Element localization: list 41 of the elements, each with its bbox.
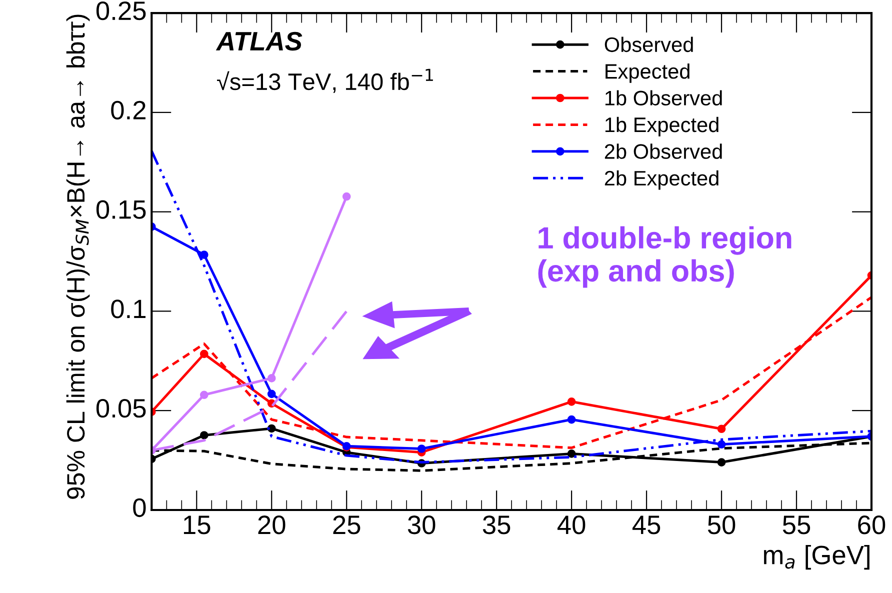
x-tick-label: 20 <box>258 516 286 534</box>
annotation: ATLAS <box>216 32 302 51</box>
legend-label: Expected <box>606 63 690 83</box>
point <box>200 431 208 440</box>
point <box>717 424 726 434</box>
x-axis-title: m$_{a}$ [GeV] <box>764 544 870 570</box>
legend-label: 2b Expected <box>604 170 718 190</box>
point <box>417 444 426 453</box>
x-tick-label: 30 <box>408 516 436 534</box>
x-tick-label: 50 <box>708 516 736 534</box>
point <box>200 250 208 259</box>
point <box>200 350 208 358</box>
x-tick-label: 55 <box>782 516 810 534</box>
legend-label: 2b Observed <box>604 144 722 159</box>
annotation: √s=13 TeV, 140 fb$^{−1}$ <box>217 68 433 93</box>
point <box>717 458 726 466</box>
x-tick-label: 15 <box>184 516 210 534</box>
x-tick-label: 25 <box>333 516 360 534</box>
x-tick-label: 45 <box>632 516 660 534</box>
annotation: 1 double-b region (exp and obs) <box>538 226 792 288</box>
point <box>200 390 208 400</box>
point <box>267 390 276 398</box>
x-tick-label: 60 <box>858 516 886 534</box>
legend-label: Observed <box>604 36 693 52</box>
y-tick-label: 0.2 <box>111 100 146 120</box>
y-tick-label: 0.25 <box>96 1 146 20</box>
point <box>267 374 276 382</box>
y-tick-label: 0 <box>133 498 146 518</box>
y-tick-label: 0.05 <box>96 398 146 418</box>
legend-label: 1b Expected <box>605 116 718 136</box>
point <box>567 397 576 406</box>
point <box>717 440 726 449</box>
x-tick-label: 35 <box>482 516 510 534</box>
legend-label: 1b Observed <box>605 90 722 106</box>
point <box>342 192 351 201</box>
y-tick-label: 0.1 <box>111 300 146 318</box>
y-axis-title: 95% CL limit on σ(H)/σ$_{SM}$×B(H→ aa→ bbττ) <box>66 14 90 499</box>
y-tick-label: 0.15 <box>96 200 146 219</box>
point <box>567 450 576 458</box>
point <box>567 415 576 424</box>
x-tick-label: 40 <box>557 516 586 534</box>
